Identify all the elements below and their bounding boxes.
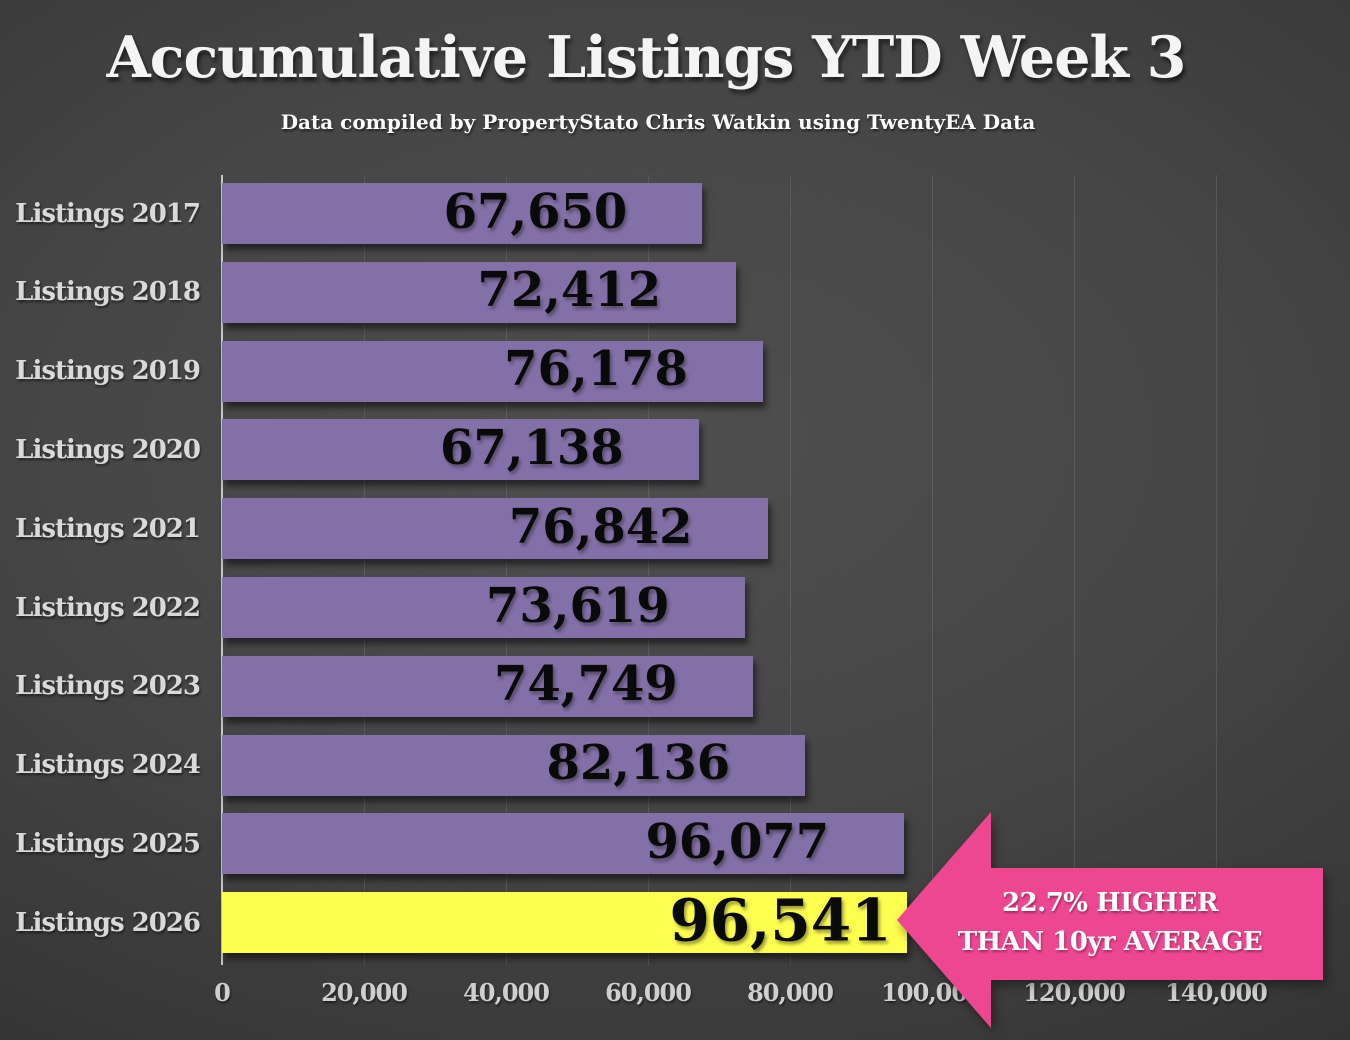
annotation-text: 22.7% HIGHER THAN 10yr AVERAGE (895, 812, 1325, 1030)
plot-area: 67,650 72,412 76,178 67,138 76,842 73,619 74,7… (221, 175, 1217, 965)
annotation-line-2: THAN 10yr AVERAGE (957, 927, 1263, 957)
bar-value-label: 96,541 (669, 885, 892, 954)
x-tick-label: 0 (214, 978, 231, 1007)
page-title: Accumulative Listings YTD Week 3 (106, 24, 1187, 91)
category-label-listings-2017: Listings 2017 (15, 198, 201, 229)
left-arrow-shape-icon (897, 812, 1323, 1028)
x-gridline (932, 175, 933, 965)
bar-value-label: 76,842 (508, 498, 693, 555)
bar-value-label: 82,136 (546, 734, 731, 791)
bar-value-label: 76,178 (504, 340, 688, 397)
x-tick-label: 60,000 (605, 978, 692, 1007)
x-tick-label: 80,000 (747, 978, 834, 1007)
category-label-listings-2020: Listings 2020 (15, 434, 201, 465)
bar-value-label: 67,138 (439, 419, 624, 476)
bar-value-label: 74,749 (494, 656, 678, 713)
x-tick-label: 40,000 (463, 978, 550, 1007)
category-label-listings-2019: Listings 2019 (15, 356, 201, 387)
bar-listings-2024: 82,136 (222, 734, 806, 796)
x-gridline (1074, 175, 1075, 965)
annotation-arrow: 22.7% HIGHER THAN 10yr AVERAGE (895, 812, 1325, 1030)
x-gridline (364, 175, 365, 965)
value-axis: 0 20,000 40,000 60,000 80,000 100,000 120,000 1… (214, 978, 1268, 1014)
category-label-listings-2024: Listings 2024 (15, 750, 201, 781)
bar-listings-2025: 96,077 (222, 813, 905, 875)
bar-value-label: 67,650 (443, 183, 628, 240)
category-label-listings-2018: Listings 2018 (15, 277, 201, 308)
bar-value-label: 96,077 (645, 813, 830, 870)
bar-listings-2017: 67,650 (222, 183, 703, 244)
page-subtitle: Data compiled by PropertyStato Chris Wat… (280, 110, 1036, 134)
bar-listings-2023: 74,749 (222, 655, 753, 717)
category-label-listings-2021: Listings 2021 (15, 513, 201, 544)
left-arrow-polygon (897, 812, 1323, 1028)
bar-value-label: 72,412 (477, 262, 662, 319)
x-gridline (790, 175, 791, 965)
category-label-listings-2025: Listings 2025 (15, 828, 201, 859)
annotation-line-1: 22.7% HIGHER (1001, 888, 1219, 918)
bar-value-label: 73,619 (485, 577, 670, 634)
bar-listings-2020: 67,138 (222, 419, 699, 481)
category-label-listings-2023: Listings 2023 (15, 671, 201, 702)
x-tick-label: 120,000 (1023, 978, 1126, 1007)
bar-listings-2018: 72,412 (222, 261, 737, 323)
category-label-listings-2022: Listings 2022 (15, 592, 201, 623)
x-gridline (506, 175, 507, 965)
bar-listings-2022: 73,619 (222, 577, 745, 638)
bar-listings-2026: 96,541 (222, 886, 908, 954)
category-label-listings-2026: Listings 2026 (15, 907, 201, 938)
y-axis-line (221, 175, 223, 965)
x-gridline (1216, 175, 1217, 965)
category-axis: Listings 2017 Listings 2018 Listings 2019 L… (0, 175, 205, 965)
x-tick-label: 140,000 (1165, 978, 1268, 1007)
bar-listings-2021: 76,842 (222, 498, 768, 560)
bar-listings-2019: 76,178 (222, 340, 763, 402)
x-tick-label: 20,000 (321, 978, 408, 1007)
x-gridline (648, 175, 649, 965)
